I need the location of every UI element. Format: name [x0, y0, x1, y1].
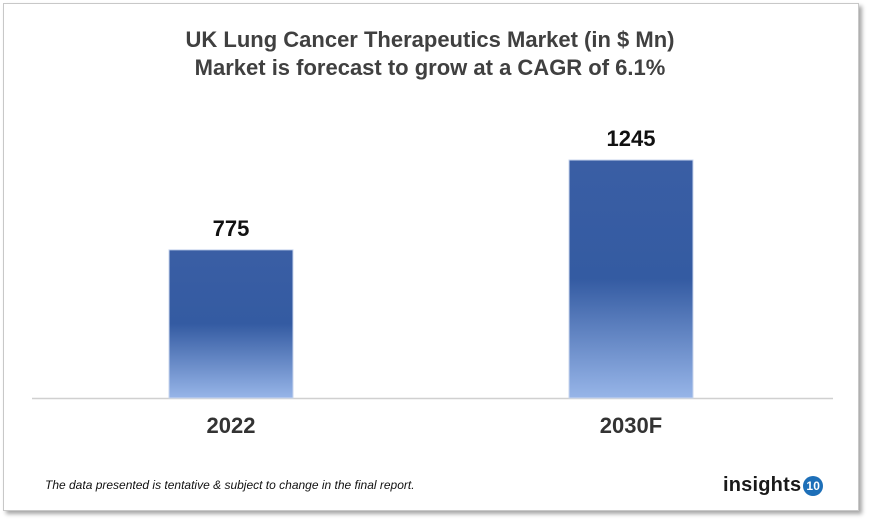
data-label: 775 [213, 216, 250, 241]
logo-badge: 10 [803, 475, 824, 496]
x-tick-label: 2030F [600, 413, 662, 438]
footnote: The data presented is tentative & subjec… [45, 478, 415, 492]
chart-title: UK Lung Cancer Therapeutics Market (in $… [185, 27, 675, 52]
bar-2030F [568, 159, 694, 399]
x-tick-label: 2022 [207, 413, 256, 438]
data-label: 1245 [607, 126, 656, 151]
chart-frame [3, 3, 859, 511]
chart-subtitle: Market is forecast to grow at a CAGR of … [194, 55, 666, 80]
insights10-logo: insights 10 [723, 474, 824, 497]
logo-text: insights [723, 474, 802, 496]
bar-2022 [168, 249, 294, 399]
